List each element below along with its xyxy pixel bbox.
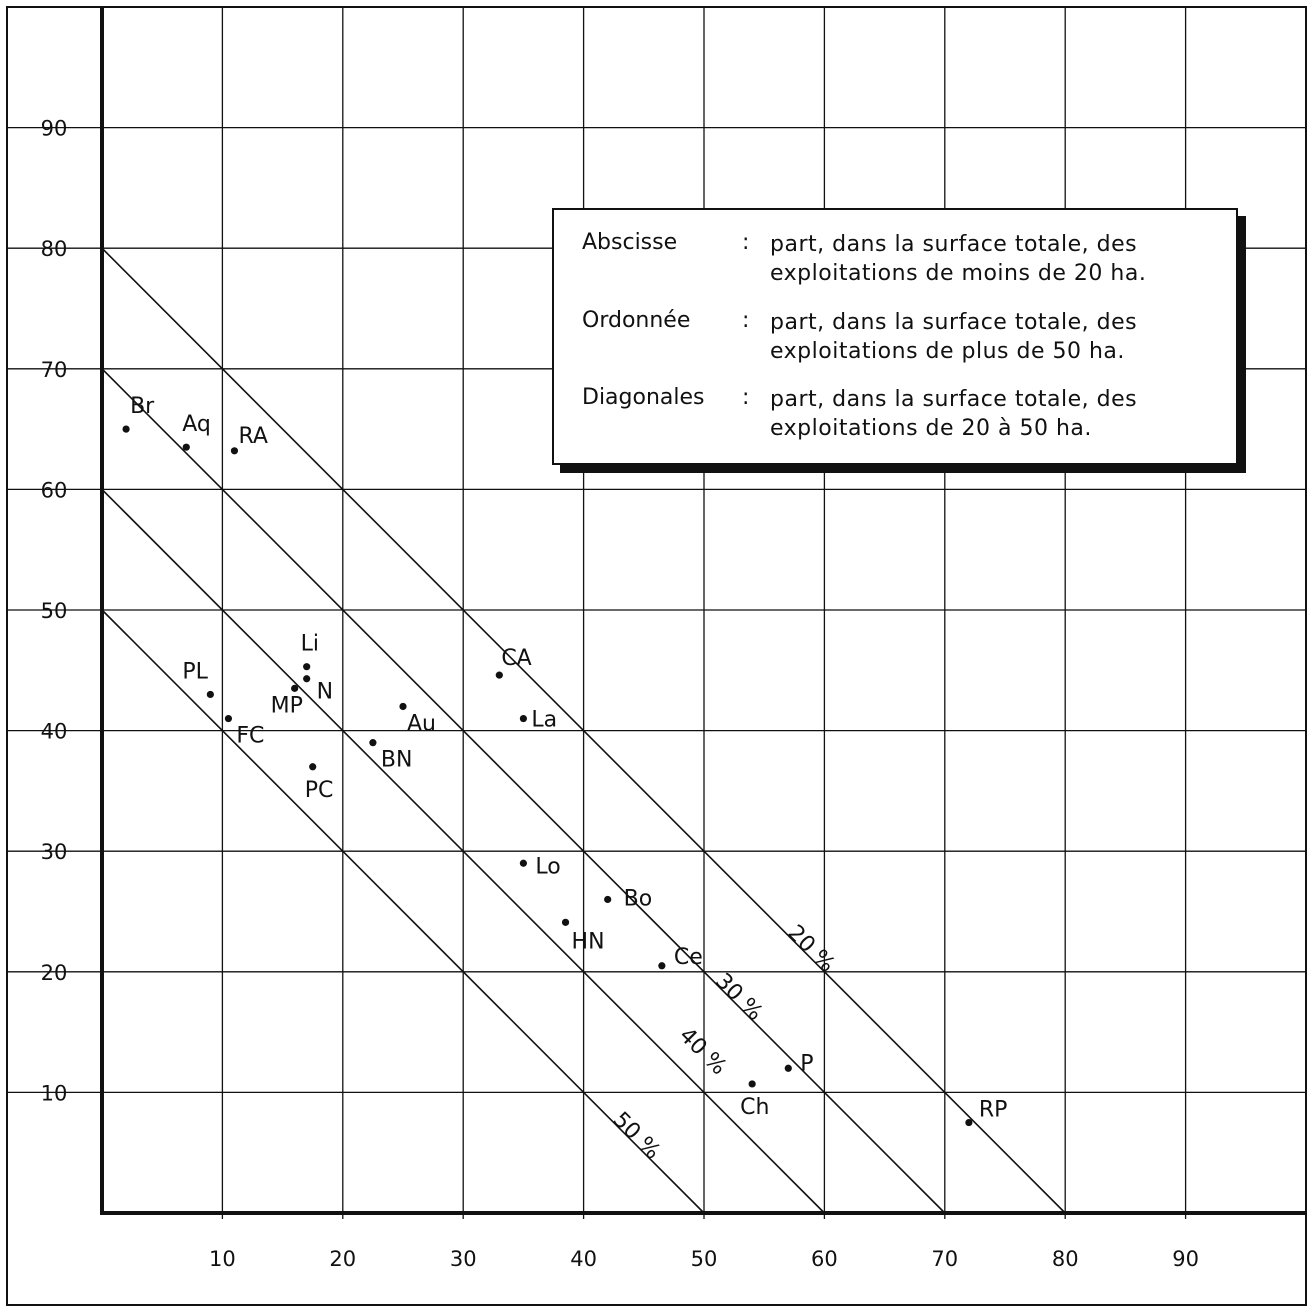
legend-row-ordonnee: Ordonnée : part, dans la surface totale,… [582, 308, 1226, 366]
y-tick-label: 90 [41, 117, 68, 141]
data-point [309, 763, 317, 771]
y-tick-label: 70 [41, 358, 68, 382]
data-point [519, 714, 528, 723]
diagonal-line [101, 368, 946, 1214]
point-label: N [317, 680, 333, 705]
data-point [206, 690, 214, 699]
data-points: Br Aq RA PL FC Li N MP PC Au BN CA La Lo Bo HN Ce P Ch RP [122, 394, 1008, 1127]
y-tick-label: 80 [41, 237, 68, 261]
legend-colon: : [742, 230, 750, 255]
point-label: Aq [182, 412, 211, 437]
point-label: Au [407, 711, 436, 736]
data-point [122, 425, 130, 433]
data-point [965, 1118, 973, 1127]
axes [100, 7, 1306, 1215]
legend-colon: : [742, 308, 750, 333]
legend-desc-line: exploitations de moins de 20 ha. [770, 261, 1147, 286]
point-label: RP [979, 1098, 1008, 1123]
x-tick-label: 70 [931, 1247, 958, 1271]
point-label: RA [238, 424, 267, 449]
grid-lines [8, 7, 1306, 1219]
diagonal-line [101, 488, 825, 1214]
diagonal-line [101, 247, 1066, 1214]
y-tick-label: 50 [41, 599, 68, 623]
data-point [303, 663, 311, 671]
legend-description: part, dans la surface totale, des exploi… [770, 230, 1226, 288]
point-label: P [800, 1051, 813, 1076]
data-point [784, 1064, 792, 1072]
y-tick-label: 40 [41, 720, 68, 744]
legend-desc-line: part, dans la surface totale, des [770, 387, 1138, 412]
data-point [399, 702, 407, 711]
legend-term: Ordonnée [582, 308, 691, 333]
data-point [303, 675, 311, 683]
y-tick-label: 30 [41, 840, 68, 864]
point-label: CA [501, 646, 531, 671]
x-tick-label: 90 [1172, 1247, 1199, 1271]
point-label: Li [301, 632, 319, 657]
tick-labels: 10 20 30 40 50 60 70 80 90 10 20 30 40 50 60 70 80 90 [41, 117, 1199, 1271]
x-tick-label: 10 [209, 1247, 236, 1271]
y-tick-label: 10 [41, 1081, 68, 1105]
legend-term: Abscisse [582, 230, 678, 255]
outer-frame [6, 6, 1307, 1306]
data-point [748, 1080, 756, 1088]
data-point [369, 739, 377, 747]
y-tick-label: 60 [41, 478, 68, 502]
point-label: FC [236, 724, 264, 749]
x-tick-label: 60 [811, 1247, 838, 1271]
legend-description: part, dans la surface totale, des exploi… [770, 308, 1226, 366]
point-label: PC [305, 778, 334, 803]
point-label: BN [381, 748, 413, 773]
diagonal-line [101, 609, 705, 1214]
point-label: Ch [740, 1095, 769, 1120]
point-label: MP [271, 693, 303, 718]
diagonal-labels: 20 %30 %40 %50 % [608, 921, 840, 1165]
point-label: Bo [624, 886, 653, 911]
y-tick-label: 20 [41, 961, 68, 985]
data-point [495, 671, 503, 679]
x-tick-label: 80 [1052, 1247, 1079, 1271]
data-point [224, 714, 233, 723]
data-point [604, 895, 612, 904]
point-label: Lo [535, 854, 560, 879]
legend-description: part, dans la surface totale, des exploi… [770, 385, 1226, 443]
data-point [291, 684, 299, 692]
data-point [182, 443, 190, 451]
point-label: Ce [674, 945, 703, 970]
legend-colon: : [742, 385, 750, 410]
diagonal-lines [101, 247, 1066, 1214]
data-point [561, 918, 570, 926]
legend-desc-line: exploitations de 20 à 50 ha. [770, 416, 1092, 441]
legend-row-abscisse: Abscisse : part, dans la surface totale,… [582, 230, 1226, 288]
legend-desc-line: part, dans la surface totale, des [770, 310, 1138, 335]
diagonal-label: 50 % [608, 1107, 665, 1164]
legend-desc-line: part, dans la surface totale, des [770, 232, 1138, 257]
point-label: HN [572, 929, 605, 954]
diagonal-label: 30 % [710, 969, 767, 1026]
point-label: La [531, 708, 557, 733]
point-label: PL [182, 659, 208, 684]
x-tick-label: 40 [570, 1247, 597, 1271]
legend-desc-line: exploitations de plus de 50 ha. [770, 339, 1125, 364]
data-point [519, 859, 528, 867]
data-point [230, 447, 239, 455]
legend-term: Diagonales [582, 385, 705, 410]
point-label: Br [130, 394, 155, 419]
legend-box: Abscisse : part, dans la surface totale,… [552, 208, 1238, 465]
x-tick-label: 30 [450, 1247, 477, 1271]
x-tick-label: 20 [329, 1247, 356, 1271]
x-tick-label: 50 [691, 1247, 718, 1271]
legend-row-diagonales: Diagonales : part, dans la surface total… [582, 385, 1226, 443]
diagonal-label: 20 % [782, 921, 839, 978]
data-point [658, 962, 666, 970]
